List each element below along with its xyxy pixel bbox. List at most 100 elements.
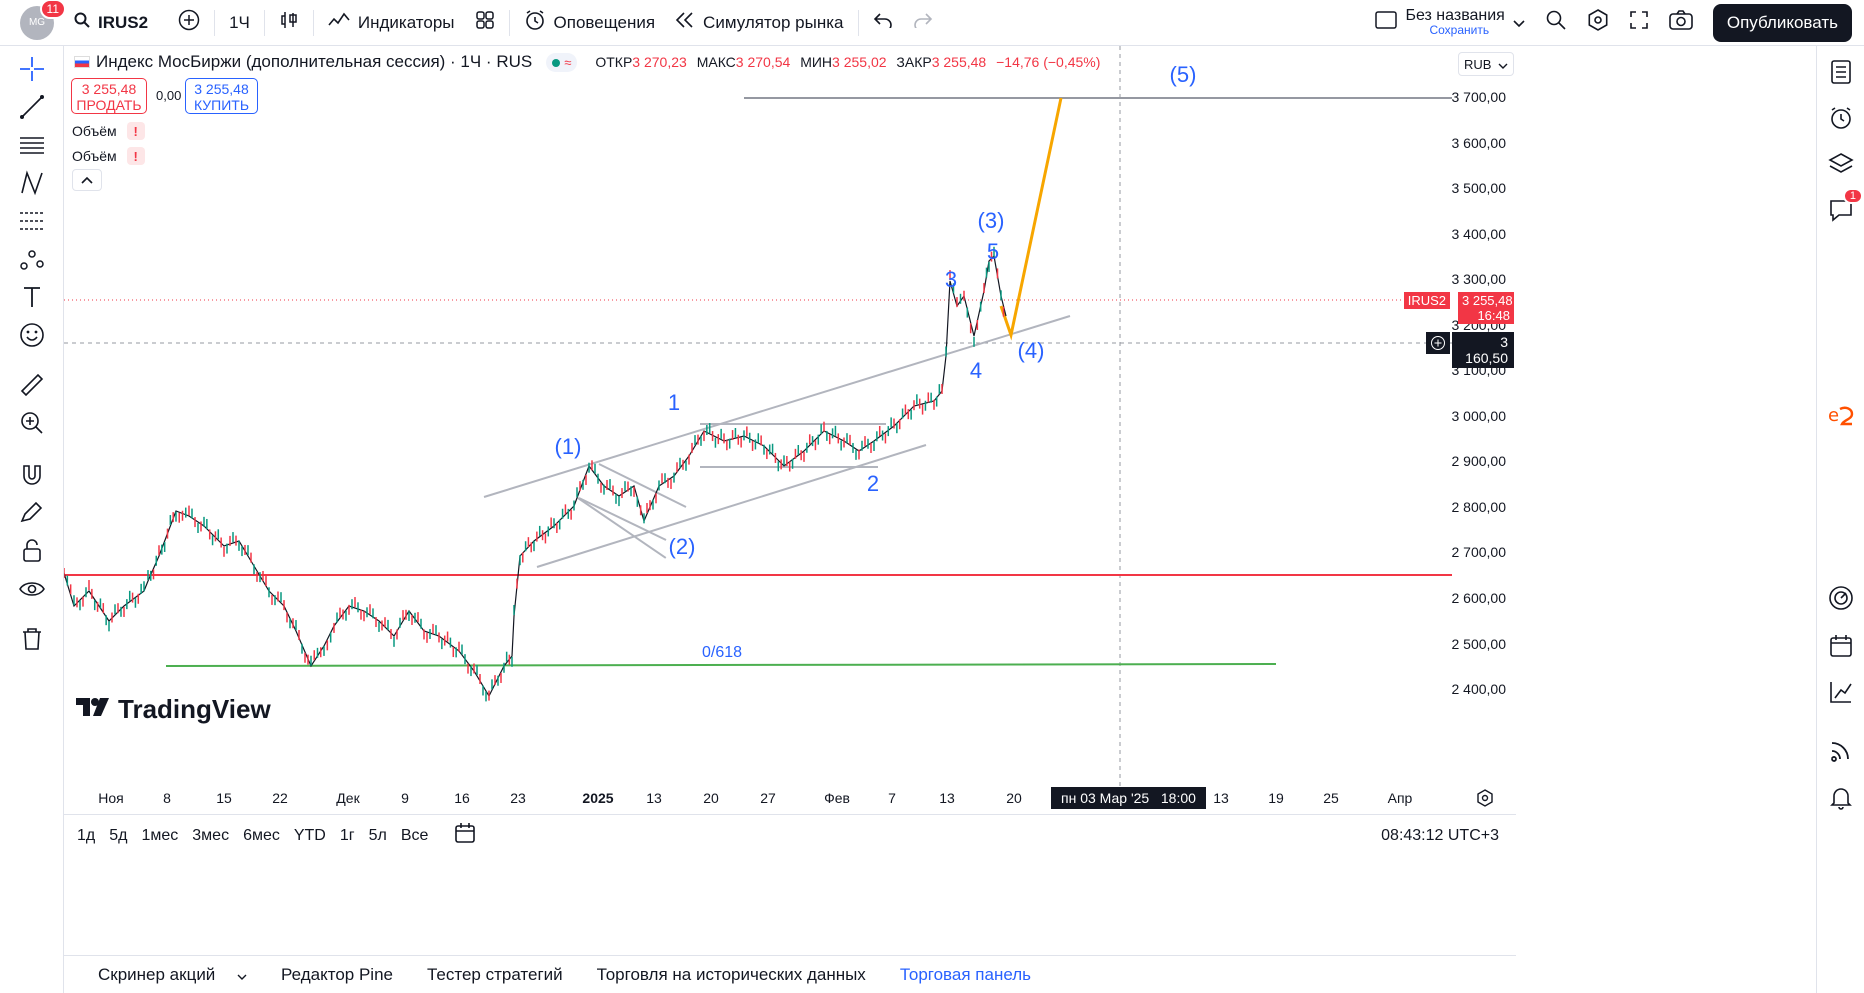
horizontal-lines-icon[interactable]: [16, 129, 48, 161]
range-button[interactable]: 5л: [368, 826, 387, 844]
pine-chart-icon[interactable]: [1825, 676, 1857, 708]
redo-button[interactable]: [903, 0, 943, 46]
lock-icon[interactable]: [16, 535, 48, 567]
watchlist-icon[interactable]: [1825, 56, 1857, 88]
target-icon[interactable]: [1825, 582, 1857, 614]
wave-label-5-major[interactable]: (5): [1169, 62, 1197, 87]
alerts-button[interactable]: Оповещения: [514, 0, 666, 46]
tab-replay-trading[interactable]: Торговля на исторических данных: [596, 964, 866, 984]
last-price-value: 3 255,48: [1462, 293, 1513, 308]
fullscreen-button[interactable]: [1619, 0, 1659, 46]
warning-icon[interactable]: !: [126, 122, 145, 140]
eye-icon[interactable]: [16, 573, 48, 605]
time-axis-label: 15: [216, 790, 232, 806]
chat-icon[interactable]: 1: [1825, 188, 1863, 226]
fib-retracement-icon[interactable]: [16, 205, 48, 237]
quick-search-button[interactable]: [1535, 0, 1577, 46]
symbol-search-button[interactable]: IRUS2: [64, 0, 158, 46]
indicators-button[interactable]: Индикаторы: [318, 0, 465, 46]
range-button[interactable]: 3мес: [192, 826, 230, 844]
range-button[interactable]: 1д: [77, 826, 96, 844]
fib-level-label[interactable]: 0/618: [702, 644, 743, 661]
range-button[interactable]: YTD: [293, 826, 326, 844]
divider: [857, 9, 859, 36]
range-button[interactable]: 1г: [339, 826, 355, 844]
time-axis[interactable]: Ноя 8 15 22 Дек 9 16 23 2025 13 20 27 Фев 7 13 20 13 19 25…: [64, 786, 1516, 814]
high-value: 3 270,54: [735, 54, 791, 70]
replay-button[interactable]: Симулятор рынка: [665, 0, 853, 46]
range-button[interactable]: 1мес: [141, 826, 179, 844]
partner-logo-icon[interactable]: e: [1825, 400, 1857, 432]
last-price-tag: 3 255,48 16:48: [1458, 292, 1514, 324]
redo-icon: [913, 12, 933, 33]
sell-button[interactable]: 3 255,48 ПРОДАТЬ: [71, 78, 147, 114]
trend-line-icon[interactable]: [16, 91, 48, 123]
collapse-legend-button[interactable]: [72, 169, 102, 191]
calendar-icon[interactable]: [1825, 630, 1857, 662]
price-series-line: [64, 254, 1007, 698]
snapshot-button[interactable]: [1659, 0, 1703, 46]
time-axis-label: Дек: [336, 790, 360, 806]
publish-button[interactable]: Опубликовать: [1712, 3, 1852, 42]
layout-name-button[interactable]: Без названия Сохранить: [1365, 0, 1534, 46]
pattern-icon[interactable]: [16, 167, 48, 199]
price-chart-canvas[interactable]: [64, 46, 1452, 786]
user-avatar[interactable]: MG 11: [20, 0, 66, 40]
tab-strategy-tester[interactable]: Тестер стратегий: [426, 964, 563, 984]
square-icon: [1375, 10, 1398, 35]
market-status-icon[interactable]: ≈: [546, 52, 578, 72]
notifications-bell-icon[interactable]: [1825, 782, 1857, 814]
add-alert-plus-icon[interactable]: [1426, 332, 1450, 354]
wave-label-5-minor[interactable]: 5: [986, 239, 1000, 264]
pencil-lock-icon[interactable]: [16, 497, 48, 529]
broadcast-icon[interactable]: [1825, 734, 1857, 766]
nodes-icon[interactable]: [16, 243, 48, 275]
currency-select[interactable]: RUB: [1458, 52, 1514, 76]
wave-label-4-minor[interactable]: 4: [969, 358, 983, 383]
compare-symbol-button[interactable]: [168, 0, 210, 46]
range-button[interactable]: 6мес: [243, 826, 280, 844]
tab-trading-panel[interactable]: Торговая панель: [899, 964, 1031, 984]
time-axis-label: 16: [454, 790, 470, 806]
divider: [312, 9, 314, 36]
zoom-in-icon[interactable]: [16, 407, 48, 439]
layouts-button[interactable]: [465, 0, 505, 46]
indicator-volume-1[interactable]: Объём !: [72, 122, 145, 140]
wave-label-1-major[interactable]: (1): [554, 434, 582, 459]
warning-icon[interactable]: !: [126, 147, 145, 165]
interval-button[interactable]: 1Ч: [229, 12, 250, 32]
smiley-icon[interactable]: [16, 319, 48, 351]
chart-pane[interactable]: Индекс МосБиржи (дополнительная сессия) …: [64, 46, 1452, 786]
tab-pine-editor[interactable]: Редактор Pine: [281, 964, 393, 984]
go-to-date-icon[interactable]: [447, 822, 483, 849]
time-axis-settings-icon[interactable]: [1476, 789, 1494, 810]
candlesticks: [64, 246, 1007, 702]
crosshair-icon[interactable]: [16, 53, 48, 85]
wave-label-4-major[interactable]: (4): [1017, 338, 1045, 363]
tab-label: Скринер акций: [98, 964, 216, 984]
wave-label-2-minor[interactable]: 2: [866, 471, 880, 496]
wave-label-3-minor[interactable]: 3: [944, 267, 958, 292]
settings-button[interactable]: [1577, 0, 1619, 46]
magnet-icon[interactable]: [16, 459, 48, 491]
range-button[interactable]: 5д: [109, 826, 128, 844]
price-axis[interactable]: RUB 3 700,00 3 600,00 3 500,00 3 400,00 3 30…: [1403, 46, 1516, 786]
text-tool-icon[interactable]: [16, 281, 48, 313]
buy-button[interactable]: 3 255,48 КУПИТЬ: [185, 78, 258, 114]
trash-icon[interactable]: [16, 623, 48, 655]
range-button[interactable]: Все: [400, 826, 429, 844]
wave-label-1-minor[interactable]: 1: [667, 390, 681, 415]
drawing-toolbar: [0, 46, 64, 993]
indicator-volume-2[interactable]: Объём !: [72, 147, 145, 165]
layers-icon[interactable]: [1825, 148, 1857, 180]
tab-stock-screener[interactable]: Скринер акций: [64, 965, 264, 985]
alarm-icon[interactable]: [1825, 102, 1857, 134]
wave-label-3-major[interactable]: (3): [977, 208, 1005, 233]
currency-label: RUB: [1464, 56, 1492, 72]
close-value: 3 255,48: [931, 54, 987, 70]
ruler-icon[interactable]: [16, 369, 48, 401]
undo-button[interactable]: [863, 0, 903, 46]
wave-label-2-major[interactable]: (2): [668, 534, 696, 559]
chart-type-button[interactable]: [269, 0, 309, 46]
timezone-clock[interactable]: 08:43:12 UTC+3: [1381, 827, 1499, 844]
